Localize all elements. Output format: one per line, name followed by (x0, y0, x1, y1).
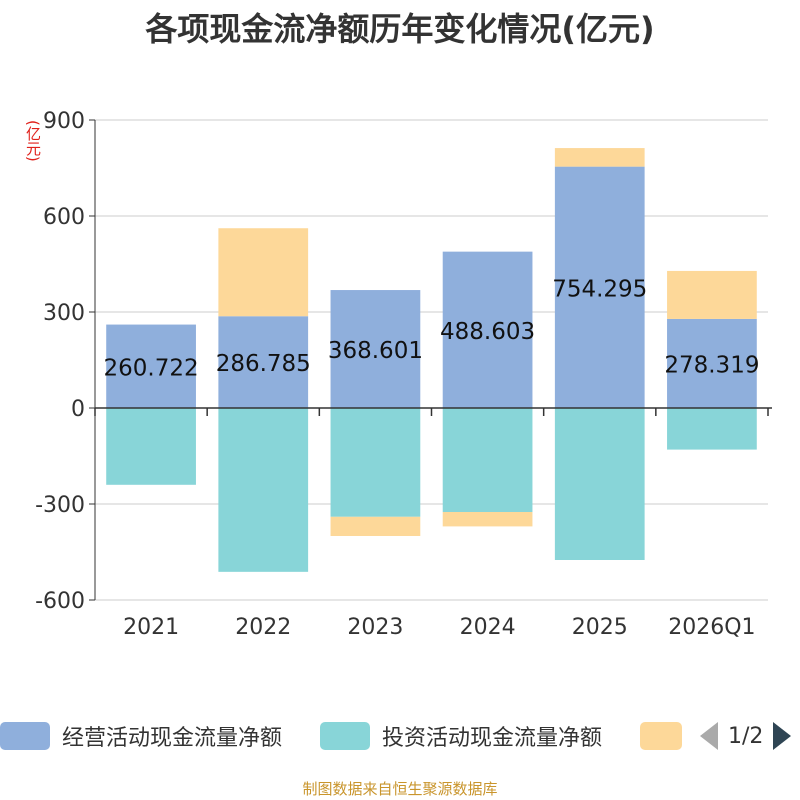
chart-plot: 900 600 300 0 -300 -600 2021 2022 2023 2024 2025 20… (35, 109, 772, 640)
bar-series2-2026Q1[interactable] (667, 270, 757, 319)
x-tick-label: 2021 (123, 615, 179, 640)
legend-item-investing[interactable]: 投资活动现金流量净额 (320, 716, 602, 756)
bar-series0-2026Q1[interactable] (667, 318, 757, 408)
bar-series0-2023[interactable] (330, 290, 421, 408)
bar-series1-2026Q1[interactable] (667, 408, 757, 450)
x-tick-label: 2024 (460, 615, 516, 640)
chart-legend: 经营活动现金流量净额 投资活动现金流量净额 (0, 716, 800, 756)
bar-series2-2024[interactable] (442, 512, 533, 527)
bar-series0-2022[interactable] (218, 316, 309, 408)
bar-value-label: 754.295 (552, 276, 647, 302)
legend-item-operating[interactable]: 经营活动现金流量净额 (0, 716, 282, 756)
bar-series1-2021[interactable] (106, 408, 196, 485)
bar-value-label: 488.603 (440, 319, 535, 345)
y-tick-label: 600 (43, 205, 85, 230)
legend-pager: 1/2 (700, 716, 792, 756)
bar-value-label: 278.319 (664, 352, 759, 378)
bar-series0-2025[interactable] (554, 166, 645, 408)
legend-next-icon[interactable] (773, 722, 792, 750)
legend-swatch-third (640, 722, 682, 750)
bar-value-label: 260.722 (104, 355, 199, 381)
x-tick-label: 2025 (572, 615, 628, 640)
legend-prev-icon[interactable] (700, 722, 718, 750)
y-tick-label: 900 (43, 109, 85, 134)
x-tick-label: 2023 (347, 615, 403, 640)
bar-series2-2022[interactable] (218, 228, 309, 317)
y-tick-label: 300 (43, 301, 85, 326)
y-tick-label: -600 (35, 589, 85, 614)
legend-swatch-operating (0, 722, 50, 750)
data-source-note: 制图数据来自恒生聚源数据库 (302, 780, 498, 798)
x-tick-label: 2022 (235, 615, 291, 640)
bar-series0-2021[interactable] (106, 324, 196, 408)
x-tick-label: 2026Q1 (668, 615, 755, 640)
legend-swatch-investing (320, 722, 370, 750)
bar-series1-2023[interactable] (330, 408, 421, 517)
legend-label-operating: 经营活动现金流量净额 (62, 726, 283, 751)
legend-page-indicator: 1/2 (728, 723, 764, 749)
legend-item-third[interactable] (640, 716, 694, 756)
bar-series2-2025[interactable] (554, 148, 645, 167)
chart-title: 各项现金流净额历年变化情况(亿元) (145, 10, 655, 48)
y-tick-label: 0 (71, 397, 85, 422)
bar-series2-2023[interactable] (330, 516, 421, 536)
bar-series1-2025[interactable] (554, 408, 645, 560)
legend-label-investing: 投资活动现金流量净额 (382, 726, 603, 751)
y-axis-unit-label: (亿元) (24, 120, 42, 162)
bar-value-label: 286.785 (216, 351, 311, 377)
bar-series1-2022[interactable] (218, 408, 309, 572)
bar-value-label: 368.601 (328, 338, 423, 364)
bar-series1-2024[interactable] (442, 408, 533, 512)
bar-series0-2024[interactable] (442, 251, 533, 408)
y-tick-label: -300 (35, 493, 85, 518)
